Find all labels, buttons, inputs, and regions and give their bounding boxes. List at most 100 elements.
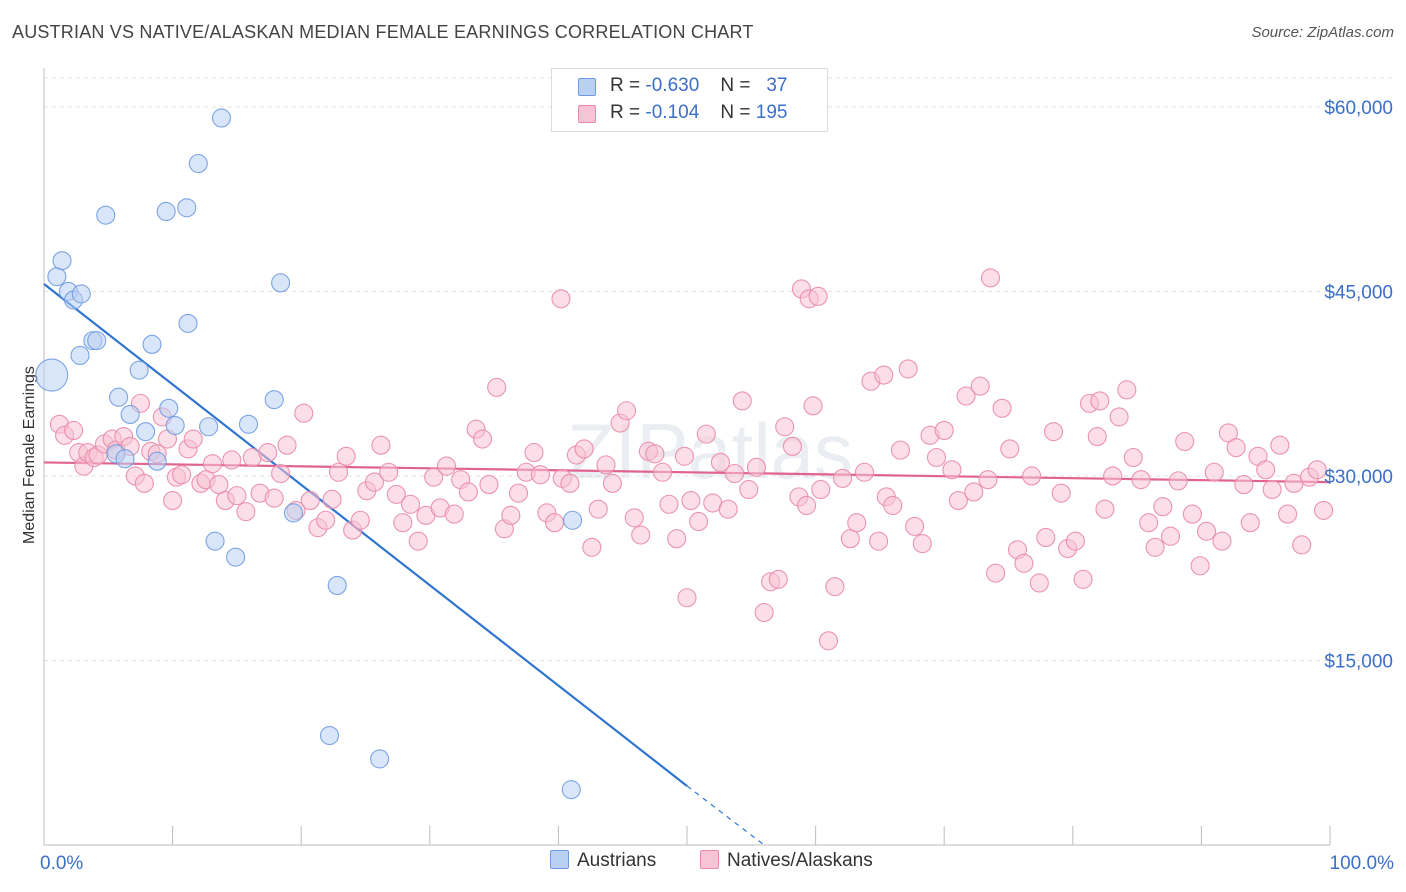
point-natives [1145,537,1165,557]
point-austrians [47,267,67,287]
point-natives [322,489,342,509]
point-natives [1212,531,1232,551]
point-natives [905,516,925,536]
point-natives [271,463,291,484]
point-natives [424,467,444,487]
point-natives [544,513,565,533]
point-natives [183,429,203,449]
point-natives [1307,460,1327,480]
point-natives [631,525,651,545]
point-natives [710,452,730,472]
point-natives [1000,439,1020,459]
source-label: Source: ZipAtlas.com [1251,24,1394,41]
point-natives [659,494,679,514]
point-natives [574,439,594,459]
point-natives [209,475,229,495]
point-austrians [115,449,135,469]
point-natives [602,473,622,493]
point-natives [898,359,918,379]
point-austrians [159,398,179,418]
point-austrians [562,510,583,530]
trend-line-austrians [43,283,688,787]
bottom-legend-swatch-natives [700,850,719,869]
point-austrians [87,331,107,351]
point-natives [732,391,752,411]
point-natives [1073,569,1093,589]
point-natives [1240,513,1260,533]
point-natives [379,462,399,482]
point-natives [1256,460,1276,480]
point-natives [992,398,1012,418]
point-austrians [238,414,259,434]
bottom-legend-label-austrians: Austrians [577,850,657,871]
point-natives [1087,427,1107,447]
point-natives [400,494,421,514]
point-austrians [120,404,140,424]
correlation-legend: R = -0.630 N = 37 R = -0.104 N = 195 [551,68,828,132]
point-natives [645,444,665,464]
point-austrians [96,205,116,225]
legend-r-label: R = [610,75,641,96]
point-natives [674,446,694,466]
point-natives [739,479,759,500]
point-natives [797,495,817,516]
point-natives [926,447,947,468]
point-austrians [327,575,347,595]
legend-n-value: 37 [766,75,788,96]
point-natives [560,473,580,493]
point-natives [869,531,889,551]
point-natives [386,484,406,504]
point-natives [948,491,968,511]
point-austrians [561,780,581,800]
point-natives [689,511,709,532]
point-natives [444,504,464,524]
point-natives [1314,500,1334,520]
point-natives [1090,391,1110,411]
point-natives [980,268,1001,288]
point-natives [934,420,954,440]
legend-swatch-natives [578,105,596,123]
point-natives [222,450,242,470]
point-natives [667,529,687,549]
point-natives [172,465,192,485]
point-austrians [70,345,90,365]
legend-swatch-austrians [578,78,596,96]
point-natives [1014,553,1034,573]
point-natives [408,531,428,551]
point-natives [1218,423,1238,443]
point-natives [825,577,845,597]
legend-r-value: -0.630 [645,75,700,96]
point-natives [1292,535,1312,555]
point-natives [811,479,831,500]
point-austrians [283,503,304,523]
point-natives [1022,466,1042,486]
legend-n-label: N = [720,75,751,96]
point-natives [163,491,183,511]
point-natives [524,443,544,463]
point-natives [393,513,413,533]
point-natives [264,488,284,508]
point-natives [596,455,616,475]
point-natives [718,499,738,519]
axes [43,68,1331,846]
point-natives [1160,526,1181,546]
point-austrians [205,531,225,551]
point-natives [964,482,984,502]
point-natives [942,460,962,480]
point-natives [277,435,297,455]
x-tick-label: 0.0% [40,853,83,874]
point-natives [847,513,867,533]
point-natives [582,537,602,557]
bottom-legend-austrians: Austrians [550,850,656,872]
point-natives [768,569,788,589]
point-natives [1103,466,1123,486]
point-natives [854,462,875,482]
point-natives [874,365,894,385]
point-natives [1196,521,1217,541]
point-natives [134,473,154,493]
point-natives [1190,556,1210,576]
point-austrians [211,108,232,128]
point-natives [1182,504,1202,524]
legend-n-label: N = [720,102,751,123]
y-tick-label: $45,000 [1324,282,1393,303]
